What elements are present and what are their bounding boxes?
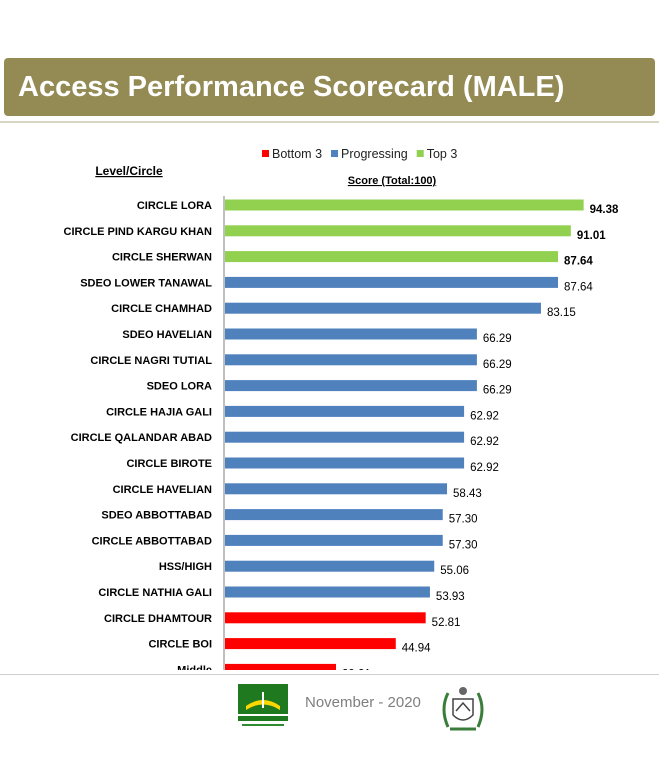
category-label: SDEO LORA <box>147 381 212 393</box>
bar-progress <box>225 560 435 572</box>
legend-swatch-0 <box>262 150 269 157</box>
bar-bottom <box>225 612 426 624</box>
category-label: CIRCLE QALANDAR ABAD <box>71 432 212 444</box>
row-header: Level/Circle <box>95 164 163 178</box>
value-label: 29.21 <box>342 668 371 670</box>
kpesed-logo-icon <box>238 684 288 726</box>
footer-date: November - 2020 <box>305 694 421 711</box>
value-label: 57.30 <box>449 514 478 526</box>
category-label: CIRCLE DHAMTOUR <box>104 613 212 625</box>
category-label: CIRCLE LORA <box>137 200 212 212</box>
bar-progress <box>225 534 443 546</box>
category-label: HSS/HIGH <box>159 561 212 573</box>
category-label: CIRCLE BOI <box>148 639 212 651</box>
value-label: 62.92 <box>470 410 499 422</box>
bar-progress <box>225 276 559 288</box>
value-label: 53.93 <box>436 591 465 603</box>
axis-title: Score (Total:100) <box>348 175 437 187</box>
legend-label-2: Top 3 <box>427 147 458 161</box>
value-label: 57.30 <box>449 539 478 551</box>
value-label: 87.64 <box>564 281 593 293</box>
value-label: 62.92 <box>470 462 499 474</box>
bar-progress <box>225 354 477 366</box>
value-label: 66.29 <box>483 385 512 397</box>
bar-top <box>225 225 571 237</box>
value-label: 44.94 <box>402 643 431 655</box>
bar-top <box>225 199 584 211</box>
value-label: 62.92 <box>470 436 499 448</box>
value-label: 52.81 <box>432 617 461 629</box>
category-label: CIRCLE BIROTE <box>126 458 212 470</box>
legend-label-0: Bottom 3 <box>272 147 322 161</box>
value-label: 87.64 <box>564 256 593 268</box>
category-label: CIRCLE NAGRI TUTIAL <box>90 355 212 367</box>
bar-progress <box>225 405 465 417</box>
score-bar-chart: Bottom 3 Progressing Top 3 Level/Circle Scor… <box>64 147 619 670</box>
category-label: CIRCLE ABBOTTABAD <box>92 535 212 547</box>
bar-bottom <box>225 663 336 670</box>
bar-progress <box>225 509 443 521</box>
category-label: CIRCLE CHAMHAD <box>111 303 212 315</box>
title-banner: Access Performance Scorecard (MALE) <box>4 58 655 116</box>
value-label: 94.38 <box>590 204 619 216</box>
value-label: 91.01 <box>577 230 606 242</box>
legend-swatch-2 <box>416 150 424 157</box>
category-label: CIRCLE SHERWAN <box>112 252 212 264</box>
category-label: CIRCLE HAJIA GALI <box>106 406 212 418</box>
bar-progress <box>225 328 477 340</box>
bar-top <box>225 251 559 263</box>
category-label: CIRCLE HAVELIAN <box>113 484 212 496</box>
bar-progress <box>225 457 465 469</box>
page-title: Access Performance Scorecard (MALE) <box>18 71 565 103</box>
legend-swatch-1 <box>331 150 339 157</box>
category-label: SDEO ABBOTTABAD <box>101 510 212 522</box>
value-label: 83.15 <box>547 307 576 319</box>
bar-progress <box>225 483 448 495</box>
value-label: 66.29 <box>483 359 512 371</box>
value-label: 66.29 <box>483 333 512 345</box>
value-label: 58.43 <box>453 488 482 500</box>
category-label: SDEO HAVELIAN <box>122 329 212 341</box>
category-label: CIRCLE NATHIA GALI <box>98 587 212 599</box>
category-label: SDEO LOWER TANAWAL <box>80 277 212 289</box>
category-label: CIRCLE PIND KARGU KHAN <box>64 226 213 238</box>
bar-bottom <box>225 638 396 650</box>
category-label: Middle <box>177 664 212 670</box>
kp-government-emblem-icon <box>442 687 484 731</box>
bar-progress <box>225 302 541 314</box>
footer-divider <box>0 674 659 675</box>
title-divider <box>0 121 659 123</box>
bar-progress <box>225 586 430 598</box>
value-label: 55.06 <box>440 565 469 577</box>
legend-label-1: Progressing <box>341 147 408 161</box>
bar-progress <box>225 380 477 392</box>
bar-progress <box>225 431 465 443</box>
